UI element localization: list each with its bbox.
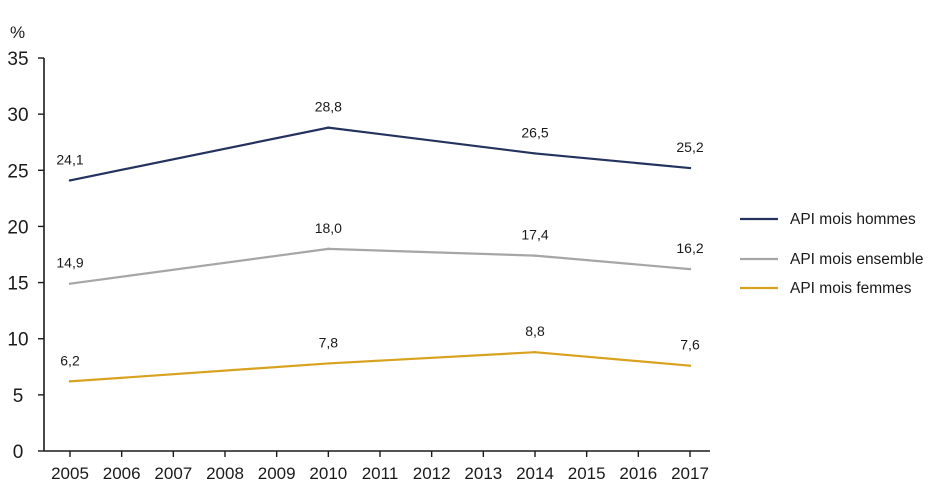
- x-tick-label: 2009: [258, 464, 296, 483]
- data-point: [688, 166, 692, 170]
- x-tick-label: 2011: [362, 464, 399, 483]
- data-label: 7,6: [680, 337, 700, 353]
- data-label: 16,2: [676, 240, 703, 256]
- data-label: 26,5: [521, 124, 548, 140]
- legend: API mois hommes API mois ensemble API mois…: [740, 211, 924, 297]
- x-tick-label: 2012: [413, 464, 451, 483]
- data-point: [327, 247, 330, 251]
- data-point: [68, 380, 72, 383]
- y-tick-label: 0: [13, 442, 24, 463]
- legend-label: API mois hommes: [790, 211, 916, 228]
- data-label: 14,9: [56, 255, 83, 271]
- data-point: [68, 179, 72, 182]
- x-tick-label: 2007: [154, 464, 192, 483]
- data-label: 24,1: [56, 151, 83, 167]
- legend-label: API mois ensemble: [790, 251, 924, 268]
- y-tick-label: 20: [7, 217, 28, 238]
- x-tick-label: 2017: [671, 464, 709, 483]
- data-point: [327, 362, 330, 365]
- data-point: [533, 152, 537, 155]
- data-point: [688, 364, 692, 367]
- data-labels: 24,1 28,8 26,5 25,2 14,9 18,0 17,4 16,2 6,2 7,8 8,…: [56, 99, 703, 369]
- series-line: [68, 351, 692, 383]
- series-line: [68, 247, 692, 285]
- data-point: [327, 126, 330, 129]
- data-point: [533, 254, 537, 257]
- y-axis: 0 5 10 15 20 25 30 35: [7, 49, 45, 463]
- legend-label: API mois femmes: [790, 280, 912, 297]
- series-line: [68, 126, 692, 182]
- x-axis: 2005 2006 2007 2008 2009 2010 2011 2012 2013 2014…: [44, 450, 710, 483]
- series-layer: [68, 126, 692, 383]
- x-tick-label: 2006: [103, 464, 141, 483]
- x-tick-label: 2008: [206, 464, 244, 483]
- data-label: 8,8: [525, 323, 545, 339]
- y-tick-label: 5: [13, 386, 24, 407]
- data-point: [688, 267, 692, 271]
- x-tick-label: 2014: [516, 464, 554, 483]
- data-label: 17,4: [521, 227, 548, 243]
- data-label: 28,8: [315, 99, 342, 115]
- x-tick-label: 2016: [619, 464, 657, 483]
- y-tick-label: 30: [7, 105, 28, 126]
- x-tick-label: 2005: [51, 464, 89, 483]
- data-point: [68, 282, 72, 285]
- y-tick-label: 10: [7, 330, 28, 351]
- y-tick-label: 15: [7, 274, 28, 295]
- x-tick-label: 2015: [568, 464, 606, 483]
- data-point: [533, 350, 537, 354]
- data-label: 6,2: [60, 352, 80, 368]
- x-tick-label: 2013: [464, 464, 502, 483]
- y-tick-label: 35: [7, 49, 28, 70]
- y-axis-unit-label: %: [10, 23, 25, 42]
- data-label: 18,0: [315, 220, 342, 236]
- y-tick-label: 25: [7, 161, 28, 182]
- data-label: 25,2: [676, 139, 703, 155]
- x-tick-label: 2010: [309, 464, 347, 483]
- data-label: 7,8: [319, 334, 339, 350]
